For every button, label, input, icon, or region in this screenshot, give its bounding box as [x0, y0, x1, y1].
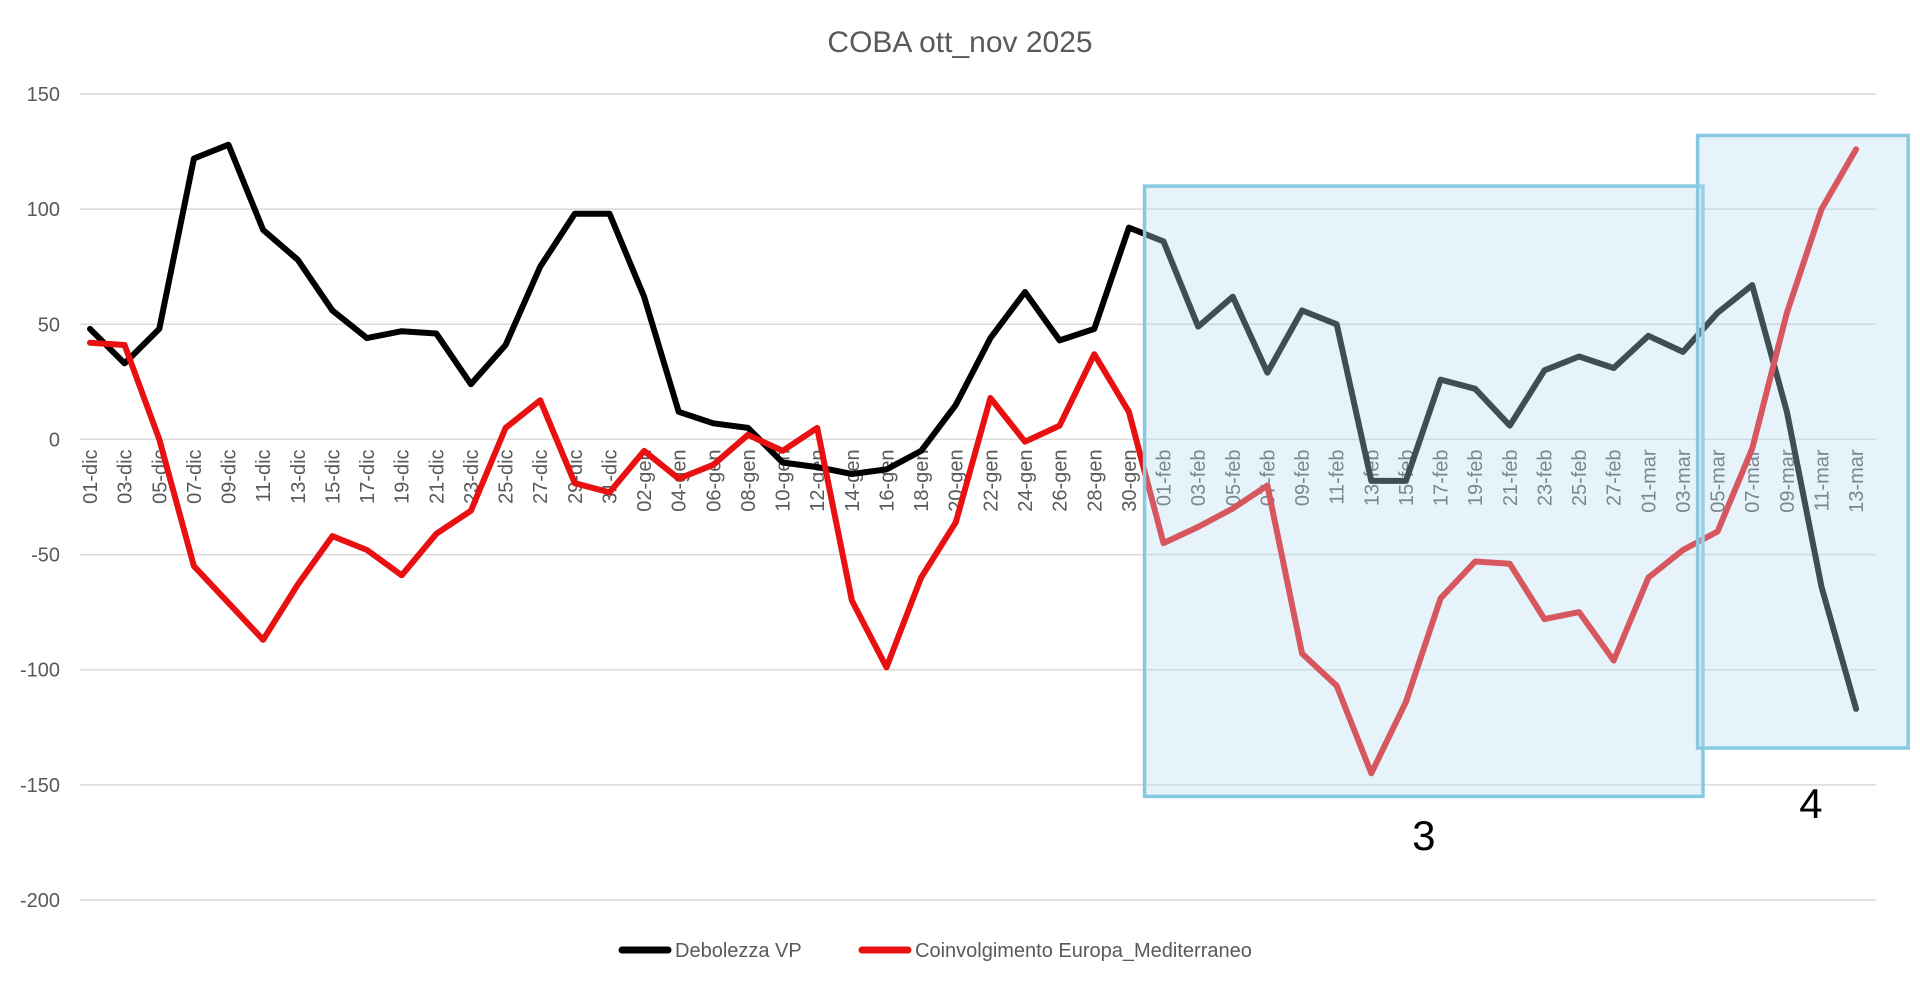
x-tick-label: 01-mar [1638, 449, 1660, 513]
chart-title: COBA ott_nov 2025 [827, 26, 1092, 59]
x-tick-label: 17-dic [357, 449, 379, 503]
y-tick-label: 100 [27, 199, 60, 221]
x-tick-label: 21-dic [426, 449, 448, 503]
x-tick-label: 25-feb [1569, 449, 1591, 506]
x-axis: 01-dic 03-dic 05-dic 07-dic 09-dic 11-dic 13-d… [80, 449, 1868, 513]
y-tick-label: -150 [20, 775, 60, 797]
highlight-label-4: 4 [1799, 780, 1822, 827]
x-tick-label: 24-gen [1015, 449, 1037, 511]
y-tick-label: 50 [38, 314, 60, 336]
x-tick-label: 27-dic [530, 449, 552, 503]
x-tick-label: 11-mar [1812, 449, 1834, 511]
x-tick-label: 21-feb [1500, 449, 1522, 506]
x-tick-label: 09-dic [219, 449, 241, 503]
series-lines [87, 141, 1860, 777]
x-tick-label: 11-feb [1327, 449, 1349, 504]
x-tick-label: 03-mar [1673, 449, 1695, 513]
x-tick-label: 01-feb [1154, 449, 1176, 506]
x-tick-label: 16-gen [876, 449, 898, 511]
series-line-0 [87, 141, 1860, 712]
x-tick-label: 30-gen [1119, 449, 1141, 511]
x-tick-label: 22-gen [980, 449, 1002, 511]
y-tick-label: 150 [27, 84, 60, 106]
x-tick-label: 27-feb [1604, 449, 1626, 506]
x-tick-label: 03-feb [1188, 449, 1210, 506]
legend-label-coinvolgimento: Coinvolgimento Europa_Mediterraneo [915, 940, 1252, 962]
x-tick-label: 13-dic [288, 449, 310, 503]
legend: Debolezza VP Coinvolgimento Europa_Medit… [618, 940, 1252, 962]
x-tick-label: 26-gen [1050, 449, 1072, 511]
x-tick-label: 02-gen [634, 449, 656, 511]
x-tick-label: 11-dic [253, 449, 275, 502]
y-tick-label: -50 [31, 545, 60, 567]
x-tick-label: 05-mar [1708, 449, 1730, 513]
legend-label-debolezza: Debolezza VP [675, 940, 802, 962]
x-tick-label: 07-dic [184, 449, 206, 503]
x-tick-label: 09-feb [1292, 449, 1314, 506]
x-tick-label: 25-dic [496, 449, 518, 503]
x-tick-label: 05-feb [1223, 449, 1245, 506]
highlight-label-3: 3 [1412, 812, 1435, 859]
x-tick-label: 15-dic [322, 449, 344, 503]
y-tick-label: -100 [20, 660, 60, 682]
x-tick-label: 19-dic [392, 449, 414, 503]
x-tick-label: 19-feb [1465, 449, 1487, 506]
x-tick-label: 31-dic [599, 449, 621, 503]
highlight-box-4 [1695, 133, 1910, 750]
series-line-1 [87, 146, 1860, 777]
gridlines [80, 93, 1876, 901]
x-tick-label: 09-mar [1777, 449, 1799, 513]
y-tick-label: -200 [20, 890, 60, 912]
x-tick-label: 23-feb [1534, 449, 1556, 506]
y-tick-label: 0 [49, 429, 60, 451]
x-tick-label: 01-dic [80, 449, 102, 503]
x-tick-label: 29-dic [565, 449, 587, 503]
highlight-boxes: 34 [1142, 133, 1910, 859]
x-tick-label: 17-feb [1431, 449, 1453, 506]
x-tick-label: 14-gen [842, 449, 864, 511]
x-tick-label: 03-dic [115, 449, 137, 503]
x-tick-label: 13-mar [1846, 449, 1868, 513]
x-tick-label: 18-gen [911, 449, 933, 511]
y-axis: 150 100 50 0 -50 -100 -150 -200 [20, 84, 60, 912]
x-tick-label: 08-gen [738, 449, 760, 511]
x-tick-label: 28-gen [1084, 449, 1106, 511]
highlight-box-3 [1142, 184, 1705, 799]
